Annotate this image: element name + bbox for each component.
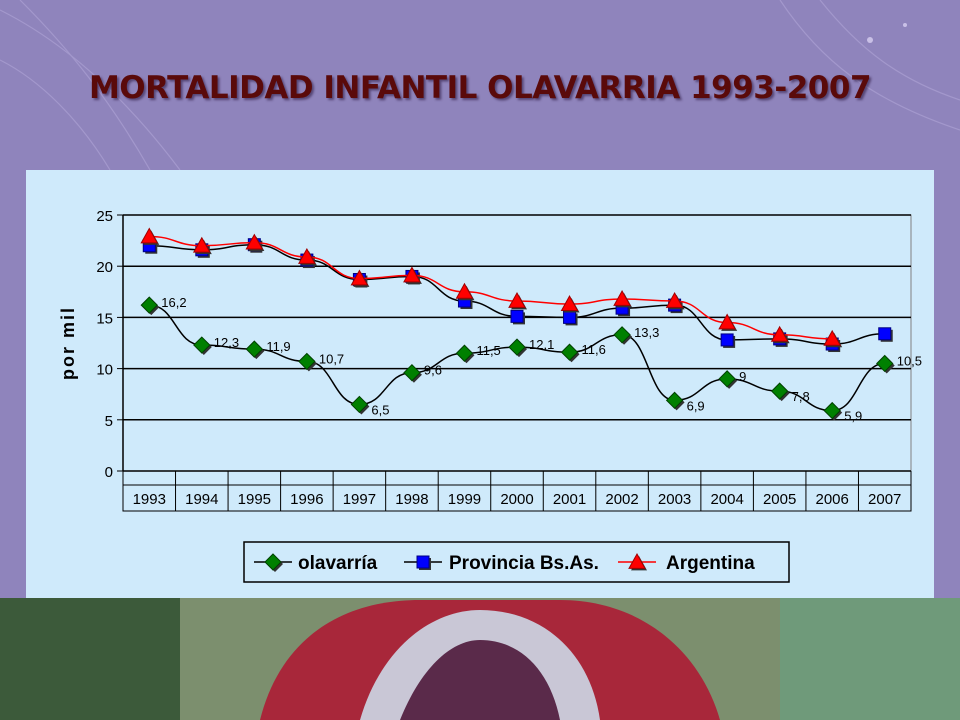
data-label: 9,6 — [424, 363, 442, 378]
point-marker-diamond — [455, 344, 474, 362]
point-marker-triangle — [823, 329, 842, 346]
data-label: 11,5 — [476, 343, 500, 358]
x-tick-label: 2007 — [868, 491, 901, 508]
data-label: 16,2 — [161, 295, 186, 310]
x-tick-label: 1993 — [133, 491, 166, 508]
x-tick-label: 2002 — [605, 491, 638, 508]
point-marker-diamond — [350, 395, 369, 414]
axes: 0 5 10 15 20 25 1993 1994 1995 1996 1997 1998 1999 20… — [58, 208, 912, 512]
data-label: 6,9 — [687, 398, 705, 413]
point-marker-diamond — [403, 363, 421, 382]
x-tick-label: 2001 — [553, 491, 586, 508]
point-marker-triangle — [628, 552, 646, 569]
point-marker-square — [878, 327, 892, 341]
point-marker-diamond — [613, 326, 631, 344]
x-tick-label: 1994 — [185, 491, 218, 508]
y-tick-label: 10 — [96, 362, 113, 379]
legend-item-olavarr-a: olavarría — [254, 553, 378, 574]
legend-label: Argentina — [666, 553, 755, 574]
chart-panel: 16,2 12,3 11,9 10,7 6,5 9,6 11,5 12,1 11,6 13,3 6,… — [26, 170, 934, 598]
point-marker-square — [510, 309, 524, 323]
y-tick-label: 25 — [96, 208, 113, 225]
point-marker-triangle — [403, 266, 421, 283]
point-marker-square — [416, 555, 430, 569]
series-argentina — [140, 227, 843, 348]
point-marker-triangle — [245, 233, 264, 250]
slide-title: MORTALIDAD INFANTIL OLAVARRIA 1993-2007 — [88, 70, 872, 106]
point-marker-diamond — [718, 370, 736, 388]
x-tick-label: 2003 — [658, 491, 691, 508]
point-marker-diamond — [823, 401, 841, 420]
data-label: 12,3 — [214, 335, 239, 350]
point-marker-triangle — [718, 313, 736, 330]
point-marker-diamond — [770, 382, 789, 400]
point-marker-diamond — [560, 343, 579, 361]
x-tick-label: 2004 — [710, 491, 743, 508]
point-marker-triangle — [192, 236, 211, 253]
series-olavarr-a — [140, 296, 895, 421]
point-marker-triangle — [665, 291, 684, 308]
legend-box — [243, 541, 790, 583]
legend-item-argentina: Argentina — [618, 552, 755, 574]
data-label: 10,7 — [319, 351, 344, 366]
data-label: 7,8 — [792, 389, 810, 404]
x-tick-label: 2006 — [816, 491, 849, 508]
y-tick-label: 0 — [105, 464, 113, 481]
x-tick-label: 1998 — [395, 491, 428, 508]
data-label: 9 — [739, 369, 746, 384]
point-marker-triangle — [140, 227, 159, 244]
point-marker-triangle — [455, 282, 474, 299]
point-marker-diamond — [876, 354, 894, 373]
point-marker-triangle — [508, 291, 526, 308]
series-layer — [140, 227, 895, 421]
point-marker-diamond — [264, 553, 282, 571]
y-axis-label: por mil — [58, 306, 78, 380]
y-tick-label: 15 — [96, 310, 113, 327]
point-marker-square — [563, 310, 577, 324]
point-marker-diamond — [508, 338, 526, 356]
x-tick-label: 2000 — [500, 491, 533, 508]
point-marker-triangle — [350, 269, 369, 286]
point-marker-diamond — [245, 340, 264, 358]
point-marker-diamond — [140, 296, 158, 314]
data-label: 11,9 — [266, 339, 290, 354]
x-tick-label: 1996 — [290, 491, 323, 508]
legend-label: Provincia Bs.As. — [449, 553, 599, 574]
point-marker-square — [720, 333, 734, 347]
data-labels: 16,2 12,3 11,9 10,7 6,5 9,6 11,5 12,1 11,6 13,3 6,… — [161, 295, 922, 423]
data-label: 10,5 — [897, 353, 922, 368]
legend-item-provincia-bs-as-: Provincia Bs.As. — [404, 553, 599, 574]
y-tick-label: 5 — [105, 413, 113, 430]
point-marker-triangle — [770, 325, 789, 342]
x-tick-label: 1995 — [238, 491, 271, 508]
data-label: 11,6 — [582, 342, 606, 357]
data-label: 5,9 — [844, 409, 862, 424]
x-tick-label: 2005 — [763, 491, 796, 508]
x-tick-label: 1999 — [448, 491, 481, 508]
point-marker-triangle — [298, 247, 316, 264]
point-marker-triangle — [560, 295, 579, 311]
data-label: 13,3 — [634, 325, 659, 340]
data-label: 12,1 — [529, 337, 554, 352]
point-marker-diamond — [298, 352, 316, 371]
point-marker-diamond — [193, 336, 211, 354]
line-chart: 16,2 12,3 11,9 10,7 6,5 9,6 11,5 12,1 11,6 13,3 6,… — [58, 208, 922, 583]
legend: olavarría Provincia Bs.As. Argentina — [243, 541, 790, 583]
x-tick-label: 1997 — [343, 491, 376, 508]
data-label: 6,5 — [371, 402, 389, 417]
point-marker-triangle — [613, 289, 631, 306]
y-tick-label: 20 — [96, 259, 113, 276]
point-marker-diamond — [665, 391, 684, 410]
legend-label: olavarría — [298, 553, 378, 574]
